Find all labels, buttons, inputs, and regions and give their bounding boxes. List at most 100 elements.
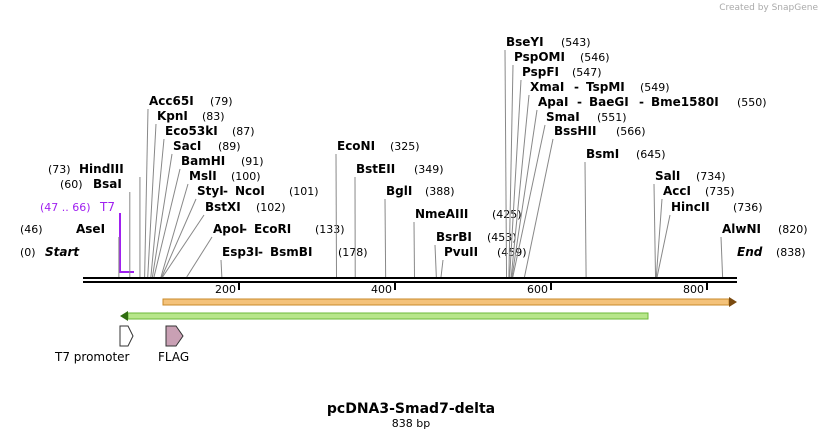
- site-line: [151, 153, 173, 278]
- site-name: TspMI: [586, 80, 625, 94]
- site-position: (100): [231, 170, 261, 183]
- site-line: [153, 168, 181, 278]
- site-position: (645): [636, 148, 666, 161]
- site-line: [434, 244, 437, 278]
- site-name: BssHII: [554, 124, 596, 138]
- site-position: (550): [737, 96, 767, 109]
- site-name: NcoI: [235, 184, 265, 198]
- site-name: HindIII: [79, 162, 124, 176]
- site-position: (325): [390, 140, 420, 153]
- site-name: ApoI: [213, 222, 244, 236]
- site-name: ApaI: [538, 95, 568, 109]
- feature-range: (47 .. 66): [40, 201, 91, 214]
- site-name: BglI: [386, 184, 412, 198]
- site-line: [335, 153, 337, 278]
- feature-mark: [119, 213, 134, 273]
- separator: -: [242, 222, 247, 236]
- site-line: [162, 214, 205, 278]
- site-position: (46): [20, 223, 43, 236]
- site-name: BsmI: [586, 147, 619, 161]
- site-line: [511, 109, 538, 278]
- site-name: EcoRI: [254, 222, 291, 236]
- site-position: (388): [425, 185, 455, 198]
- orf-arrow: [729, 297, 737, 307]
- site-name: PvuII: [444, 245, 478, 259]
- site-name: BstXI: [205, 200, 241, 214]
- separator: -: [577, 95, 582, 109]
- site-name: MslI: [189, 169, 217, 183]
- site-line: [440, 259, 444, 278]
- site-position: (178): [338, 246, 368, 259]
- site-name: BstEII: [356, 162, 395, 176]
- site-position: (349): [414, 163, 444, 176]
- site-name: AseI: [76, 222, 105, 236]
- site-position: (101): [289, 185, 319, 198]
- site-line: [584, 161, 587, 278]
- site-name: Bme1580I: [651, 95, 719, 109]
- site-name: StyI: [197, 184, 224, 198]
- legend-arrow: [119, 325, 134, 347]
- site-position: (60): [60, 178, 83, 191]
- site-name: AccI: [663, 184, 691, 198]
- site-line: [144, 108, 149, 278]
- ruler-label: 400: [371, 283, 392, 296]
- site-line: [512, 124, 546, 278]
- site-line: [720, 236, 724, 278]
- title: pcDNA3-Smad7-delta: [327, 401, 495, 417]
- site-name: BsaI: [93, 177, 122, 191]
- site-line: [220, 259, 223, 278]
- credit: Created by SnapGene: [719, 3, 818, 13]
- site-position: (546): [580, 51, 610, 64]
- site-position: (549): [640, 81, 670, 94]
- site-name: Acc65I: [149, 94, 194, 108]
- site-line: [147, 123, 157, 278]
- ruler-label: 200: [215, 283, 236, 296]
- feature-name: T7: [99, 200, 115, 214]
- site-name: BamHI: [181, 154, 225, 168]
- site-position: (0): [20, 246, 36, 259]
- orf-arrow: [120, 311, 128, 321]
- site-line: [413, 221, 415, 278]
- site-line: [384, 198, 387, 278]
- site-line: [509, 79, 522, 278]
- site-position: (820): [778, 223, 808, 236]
- legend-label: T7 promoter: [54, 350, 130, 364]
- site-line: [504, 49, 508, 278]
- separator: -: [574, 80, 579, 94]
- site-line: [653, 183, 657, 278]
- length: 838 bp: [392, 417, 430, 430]
- site-line: [656, 214, 671, 278]
- ruler-label: 600: [527, 283, 548, 296]
- site-line: [150, 138, 165, 278]
- site-position: (102): [256, 201, 286, 214]
- site-line: [510, 94, 530, 278]
- site-position: (83): [202, 110, 225, 123]
- site-position: (79): [210, 95, 233, 108]
- site-name: BsmBI: [270, 245, 312, 259]
- site-name: SacI: [173, 139, 201, 153]
- site-name: HincII: [671, 200, 710, 214]
- site-name: NmeAIII: [415, 207, 468, 221]
- site-position: (459): [497, 246, 527, 259]
- site-name: EcoNI: [337, 139, 375, 153]
- site-name: Start: [45, 245, 80, 259]
- site-position: (566): [616, 125, 646, 138]
- site-position: (543): [561, 36, 591, 49]
- site-position: (735): [705, 185, 735, 198]
- site-name: BsrBI: [436, 230, 472, 244]
- site-name: BaeGI: [589, 95, 629, 109]
- site-name: PspFI: [522, 65, 559, 79]
- ruler-label: 800: [683, 283, 704, 296]
- site-position: (87): [232, 125, 255, 138]
- site-position: (89): [218, 140, 241, 153]
- site-name: AlwNI: [722, 222, 761, 236]
- site-name: PspOMI: [514, 50, 565, 64]
- site-line: [186, 236, 213, 278]
- legend-label: FLAG: [158, 350, 189, 364]
- separator: -: [258, 245, 263, 259]
- site-name: KpnI: [157, 109, 188, 123]
- site-position: (736): [733, 201, 763, 214]
- legend-arrow: [165, 325, 184, 347]
- orf-bar: [127, 312, 649, 320]
